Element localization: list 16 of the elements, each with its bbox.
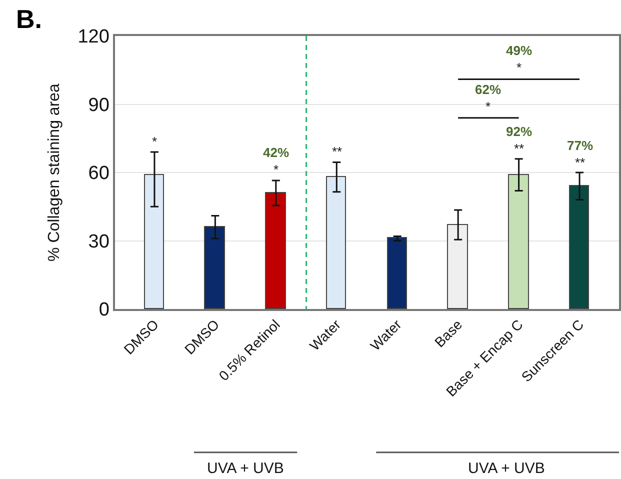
- annotation: 42% *: [263, 145, 290, 177]
- y-tick-label: 120: [78, 26, 110, 48]
- annotation: 77% **: [567, 138, 594, 170]
- y-axis-title: % Collagen staining area: [46, 83, 64, 262]
- y-tick-label: 0: [98, 300, 110, 321]
- y-tick-label: 90: [88, 94, 110, 116]
- annotation: **: [332, 144, 342, 159]
- annotation: 92% **: [506, 124, 532, 156]
- text: UVA + UVB: [207, 460, 284, 477]
- y-tick-label: 30: [88, 231, 110, 252]
- annotation: 49% *: [506, 43, 532, 75]
- text: B.: [16, 4, 42, 34]
- text: UVA + UVB: [468, 460, 545, 477]
- y-tick-label: 60: [88, 163, 110, 184]
- annotation: 62% *: [475, 82, 502, 114]
- annotation: *: [152, 134, 158, 149]
